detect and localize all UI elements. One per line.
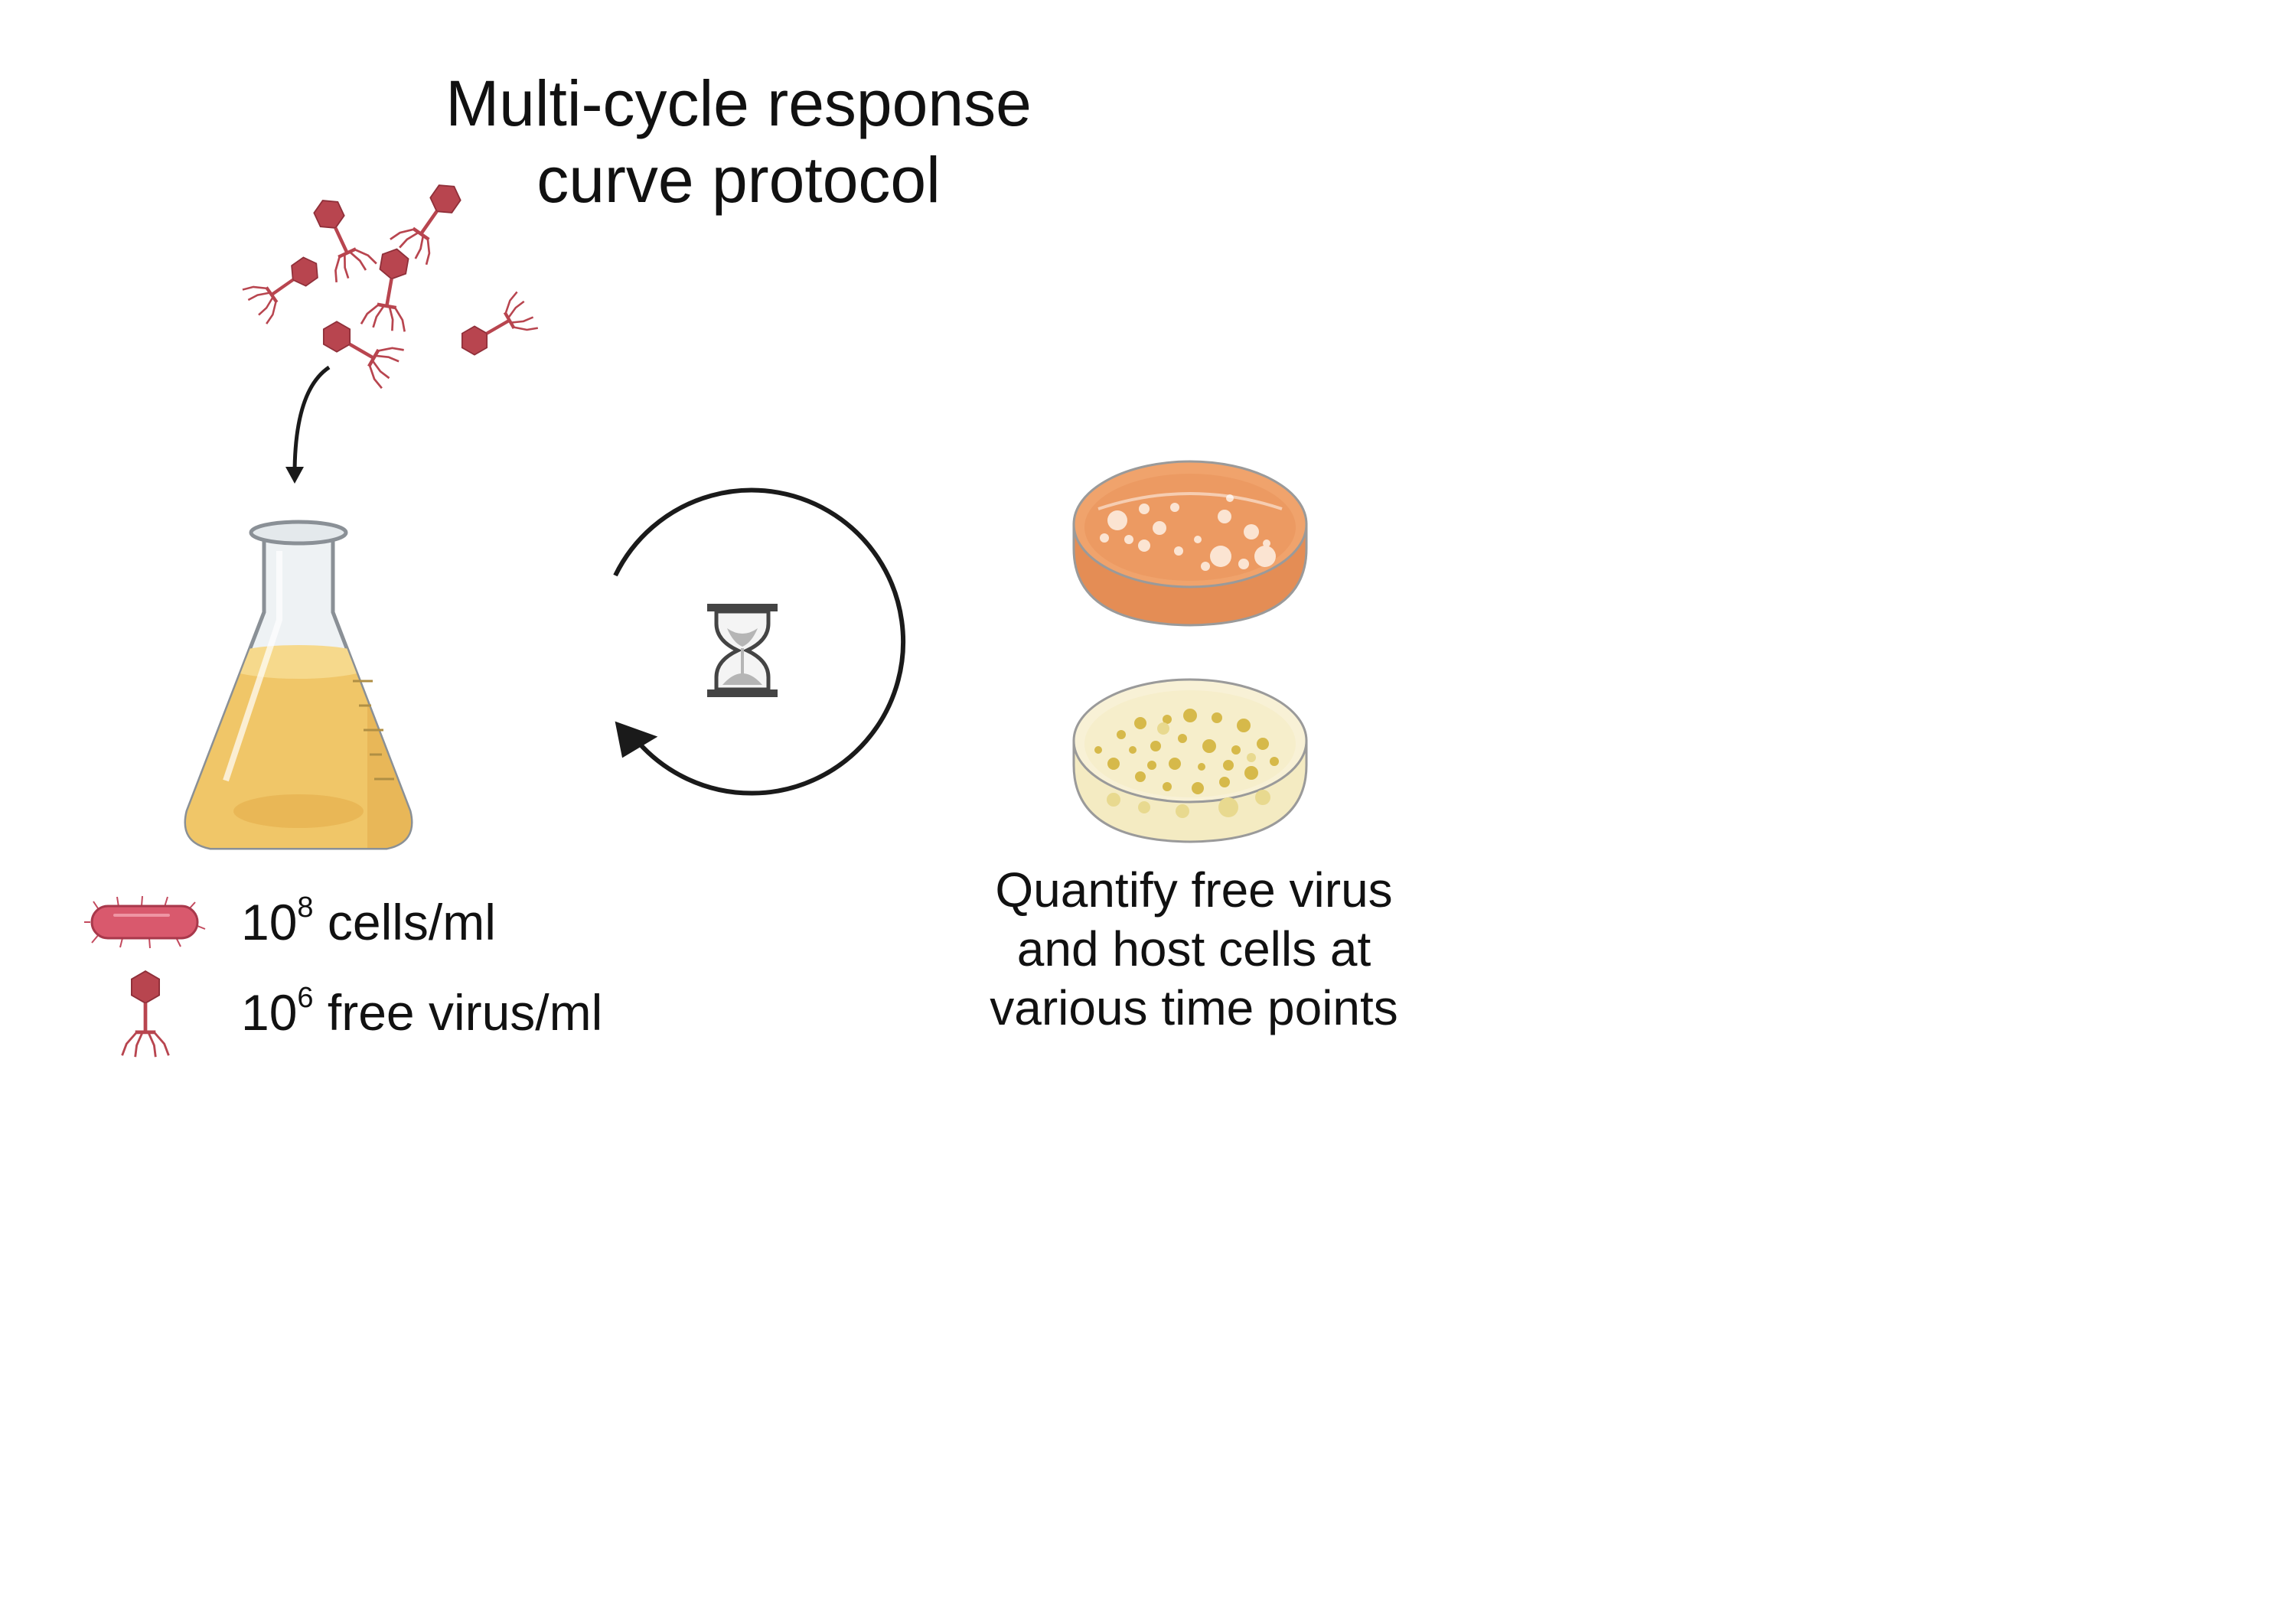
legend-virus-unit: free virus/ml [313, 984, 603, 1041]
legend-cells-unit: cells/ml [313, 894, 496, 950]
phage-icon [361, 245, 419, 333]
legend-cells-exponent: 8 [297, 892, 314, 924]
hourglass-icon [707, 604, 778, 697]
legend-cells-base: 10 [241, 894, 298, 950]
phage-icon [390, 174, 472, 266]
quantify-label: Quantify free virus and host cells at va… [990, 862, 1398, 1035]
incubation-cycle [613, 487, 906, 796]
title-line-2: curve protocol [536, 144, 941, 216]
phage-icon [452, 292, 539, 366]
phage-icon [242, 246, 328, 324]
phage-icon [115, 968, 176, 1060]
legend-virus-exponent: 6 [297, 982, 314, 1014]
title-line-1: Multi-cycle response [445, 67, 1032, 139]
petri-dish-orange [1072, 460, 1308, 627]
culture-flask [184, 520, 413, 850]
legend-virus-base: 10 [241, 984, 298, 1041]
legend-cells: 108 cells/ml [241, 892, 496, 961]
petri-dish-yellow [1072, 678, 1308, 843]
bacterium-icon [84, 895, 206, 949]
inoculation-arrow [285, 365, 331, 484]
diagram-title: Multi-cycle response curve protocol [306, 65, 1171, 218]
legend-virus: 106 free virus/ml [241, 982, 602, 1051]
